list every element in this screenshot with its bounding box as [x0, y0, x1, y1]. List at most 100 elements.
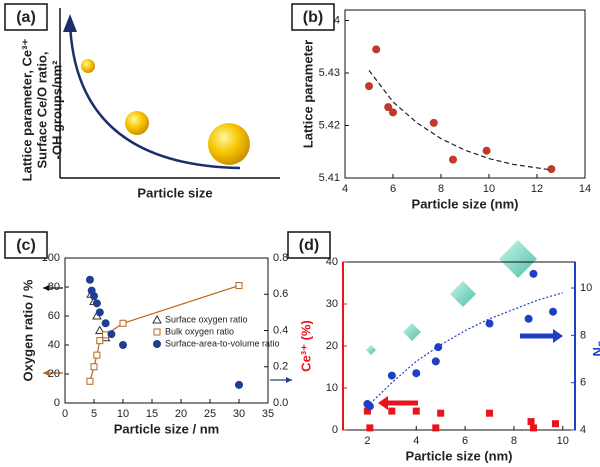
legend-label: Bulk oxygen ratio: [165, 326, 234, 336]
y2-tick-label: 0.8: [273, 252, 288, 264]
y2-axis-label-sub: Ce: [597, 336, 600, 348]
x-axis-label: Particle size (nm): [412, 196, 519, 211]
x-tick-label: 4: [342, 183, 348, 195]
x-tick-label: 10: [117, 408, 129, 420]
point: [412, 407, 420, 415]
panel-label: (b): [303, 9, 323, 26]
point: [101, 319, 110, 328]
point: [365, 82, 373, 91]
crystal: [403, 323, 421, 341]
crystal: [366, 345, 376, 355]
x-tick-label: 15: [146, 408, 158, 420]
x-tick-label: 6: [390, 183, 396, 195]
y-tick-label: 5.43: [319, 67, 340, 79]
series-line: [368, 70, 550, 171]
y2-axis-label-main: N: [590, 347, 600, 356]
point: [485, 319, 494, 328]
arrow-head: [553, 329, 563, 343]
x-axis-label: Particle size: [137, 185, 212, 200]
point: [389, 108, 397, 117]
point: [429, 118, 438, 127]
point: [412, 369, 421, 378]
x-tick-label: 6: [462, 435, 468, 447]
y2-tick-label: 10: [580, 282, 592, 294]
x-axis-label: Particle size (nm): [406, 448, 513, 463]
x-tick-label: 4: [413, 435, 419, 447]
point: [437, 409, 445, 417]
x-tick-label: 14: [579, 183, 591, 195]
x-axis-label: Particle size / nm: [114, 421, 220, 436]
point: [85, 275, 94, 284]
point: [90, 363, 98, 371]
y-axis-label: -OH groups/nm²: [49, 60, 64, 160]
x-tick-label: 5: [91, 408, 97, 420]
x-tick-label: 0: [62, 408, 68, 420]
y2-tick-label: 0.2: [273, 361, 288, 373]
point: [547, 165, 556, 174]
trend-curve: [68, 21, 241, 170]
legend-label: Surface oxygen ratio: [165, 314, 248, 324]
x-tick-label: 10: [557, 435, 569, 447]
y-tick-label: 20: [326, 340, 338, 352]
point: [366, 424, 374, 432]
panel-label-box: [4, 3, 48, 31]
y2-axis-label: NCe: [590, 336, 600, 357]
point: [529, 269, 538, 278]
x-tick-label: 25: [204, 408, 216, 420]
point: [387, 371, 396, 380]
point: [235, 380, 243, 389]
point: [93, 351, 101, 359]
y-axis-label: Ce³⁺ (%): [298, 320, 313, 372]
y-tick-label: 5.41: [319, 172, 340, 184]
point: [551, 420, 559, 428]
sphere: [208, 123, 250, 165]
x-tick-label: 8: [511, 435, 517, 447]
point: [90, 292, 98, 301]
y2-tick-label: 0.4: [273, 324, 288, 336]
panel-label: (a): [16, 9, 36, 26]
y-tick-label: 0: [54, 397, 60, 409]
crystal: [450, 281, 476, 307]
point: [384, 103, 393, 112]
arrow-head: [378, 396, 388, 410]
y-tick-label: 10: [326, 382, 338, 394]
arrow-head: [63, 14, 77, 32]
panel-label-box: [291, 3, 335, 31]
plot-frame: [344, 9, 586, 179]
y-axis-label: Surface Ce/O ratio,: [34, 51, 49, 168]
series-line: [367, 292, 563, 407]
y2-tick-label: 8: [580, 329, 586, 341]
panel-label: (c): [16, 237, 36, 254]
x-tick-label: 30: [233, 408, 245, 420]
y-axis-label: Oxygen ratio / %: [20, 279, 35, 381]
x-tick-label: 35: [262, 408, 274, 420]
y2-tick-label: 0.6: [273, 288, 288, 300]
point: [95, 308, 104, 317]
point: [94, 325, 105, 334]
x-tick-label: 8: [438, 183, 444, 195]
point: [482, 146, 491, 155]
crystal: [499, 240, 537, 278]
legend-label: Surface-area-to-volume ratio: [165, 338, 280, 348]
sphere: [81, 59, 95, 73]
point: [365, 402, 374, 411]
y2-tick-label: 0.0: [273, 397, 288, 409]
y2-tick-label: 6: [580, 377, 586, 389]
point: [527, 418, 535, 426]
point: [96, 337, 104, 345]
point: [486, 409, 494, 417]
point: [86, 377, 94, 385]
point: [549, 307, 558, 316]
arrow-head: [43, 370, 49, 376]
point: [372, 45, 381, 54]
point: [119, 319, 127, 327]
x-tick-label: 10: [483, 183, 495, 195]
y-tick-label: 40: [326, 256, 338, 268]
x-tick-label: 20: [175, 408, 187, 420]
arrow-head: [286, 377, 292, 383]
legend-marker: [153, 340, 161, 348]
y-axis-label: Lattice parameter, Ce³⁺: [19, 39, 34, 182]
point: [107, 330, 116, 339]
